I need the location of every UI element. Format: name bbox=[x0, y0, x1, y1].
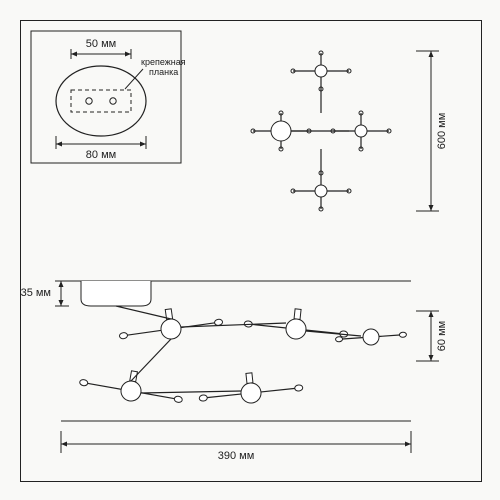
top-view bbox=[251, 51, 391, 211]
bracket-label-line2: планка bbox=[149, 67, 178, 77]
bracket-label-line1: крепежная bbox=[141, 57, 186, 67]
technical-drawing: 50 мм крепежная планка 80 мм bbox=[21, 21, 481, 481]
side-view: 35 мм bbox=[21, 281, 411, 421]
dim-width: 390 мм bbox=[218, 450, 255, 462]
dim-390: 390 мм bbox=[61, 431, 411, 462]
dim-60: 60 мм bbox=[416, 311, 448, 361]
dim-height-top: 600 мм bbox=[436, 113, 448, 150]
drawing-frame: 50 мм крепежная планка 80 мм bbox=[20, 20, 482, 482]
dim-height-side: 60 мм bbox=[436, 321, 448, 351]
inset-canopy-detail: 50 мм крепежная планка 80 мм bbox=[31, 31, 186, 163]
dim-600: 600 мм bbox=[416, 51, 448, 211]
dim-base-diameter: 80 мм bbox=[86, 149, 116, 161]
dim-bracket-width: 50 мм bbox=[86, 38, 116, 50]
dim-base-height: 35 мм bbox=[21, 287, 51, 299]
